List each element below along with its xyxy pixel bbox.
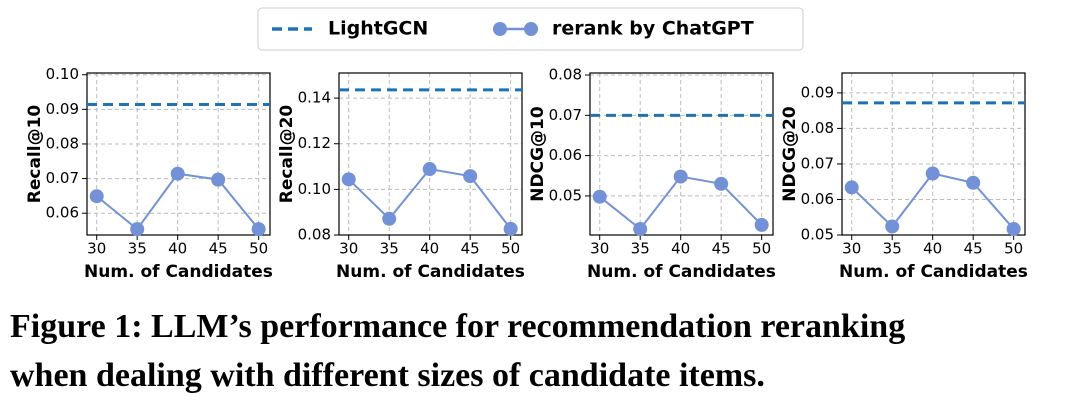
data-point (885, 219, 900, 234)
y-tick-label: 0.07 (801, 154, 834, 172)
data-point (130, 222, 145, 237)
x-tick-label: 50 (501, 240, 520, 258)
y-tick-label: 0.08 (298, 226, 331, 244)
y-tick-label: 0.12 (298, 134, 331, 152)
data-point (170, 166, 185, 181)
data-point (341, 172, 356, 187)
legend-swatch (493, 22, 507, 36)
y-tick-label: 0.10 (46, 65, 79, 83)
x-tick-label: 45 (964, 240, 983, 258)
x-tick-label: 45 (712, 240, 731, 258)
axes-frame (86, 72, 271, 236)
data-point (966, 175, 981, 190)
y-tick-label: 0.10 (298, 180, 331, 198)
y-tick-label: 0.07 (46, 169, 79, 187)
y-tick-label: 0.08 (46, 134, 79, 152)
y-tick-label: 0.07 (549, 106, 582, 124)
axes-frame (589, 72, 774, 236)
x-tick-label: 30 (590, 240, 609, 258)
x-tick-label: 45 (209, 240, 228, 258)
y-tick-label: 0.05 (801, 226, 834, 244)
x-axis-label: Num. of Candidates (84, 262, 273, 282)
x-tick-label: 35 (631, 240, 650, 258)
axes-frame (841, 72, 1026, 236)
y-tick-label: 0.08 (801, 119, 834, 137)
x-axis-label: Num. of Candidates (336, 262, 525, 282)
data-point (714, 176, 729, 191)
x-tick-label: 40 (420, 240, 439, 258)
y-tick-label: 0.14 (298, 89, 331, 107)
data-point (1006, 221, 1021, 236)
data-point (844, 180, 859, 195)
x-tick-label: 40 (923, 240, 942, 258)
data-point (592, 189, 607, 204)
y-tick-label: 0.05 (549, 186, 582, 204)
x-tick-label: 35 (128, 240, 147, 258)
data-point (422, 162, 437, 177)
x-tick-label: 35 (883, 240, 902, 258)
legend-label: rerank by ChatGPT (552, 18, 754, 40)
data-point (463, 169, 478, 184)
legend-swatch (524, 22, 538, 36)
y-tick-label: 0.06 (46, 204, 79, 222)
data-point (382, 211, 397, 226)
data-point (673, 169, 688, 184)
x-tick-label: 30 (842, 240, 861, 258)
y-axis-label: Recall@20 (277, 105, 297, 204)
x-tick-label: 40 (671, 240, 690, 258)
x-tick-label: 40 (168, 240, 187, 258)
legend-label: LightGCN (328, 18, 428, 40)
data-point (89, 189, 104, 204)
x-axis-label: Num. of Candidates (587, 262, 776, 282)
y-tick-label: 0.09 (46, 100, 79, 118)
data-point (211, 172, 226, 187)
data-point (925, 166, 940, 181)
caption: Figure 1: LLM’s performance for recommen… (10, 308, 905, 345)
axes-frame (338, 72, 523, 236)
y-tick-label: 0.09 (801, 83, 834, 101)
x-tick-label: 50 (249, 240, 268, 258)
x-tick-label: 45 (461, 240, 480, 258)
caption: when dealing with different sizes of can… (10, 357, 765, 394)
x-tick-label: 30 (339, 240, 358, 258)
y-axis-label: NDCG@10 (528, 106, 548, 202)
y-axis-label: NDCG@20 (780, 106, 800, 202)
y-tick-label: 0.06 (801, 190, 834, 208)
x-tick-label: 35 (380, 240, 399, 258)
data-point (251, 222, 266, 237)
data-point (754, 217, 769, 232)
data-point (503, 221, 518, 236)
y-tick-label: 0.08 (549, 66, 582, 84)
y-tick-label: 0.06 (549, 146, 582, 164)
x-tick-label: 50 (752, 240, 771, 258)
x-axis-label: Num. of Candidates (839, 262, 1028, 282)
data-point (633, 221, 648, 236)
y-axis-label: Recall@10 (25, 105, 45, 204)
x-tick-label: 30 (87, 240, 106, 258)
x-tick-label: 50 (1004, 240, 1023, 258)
